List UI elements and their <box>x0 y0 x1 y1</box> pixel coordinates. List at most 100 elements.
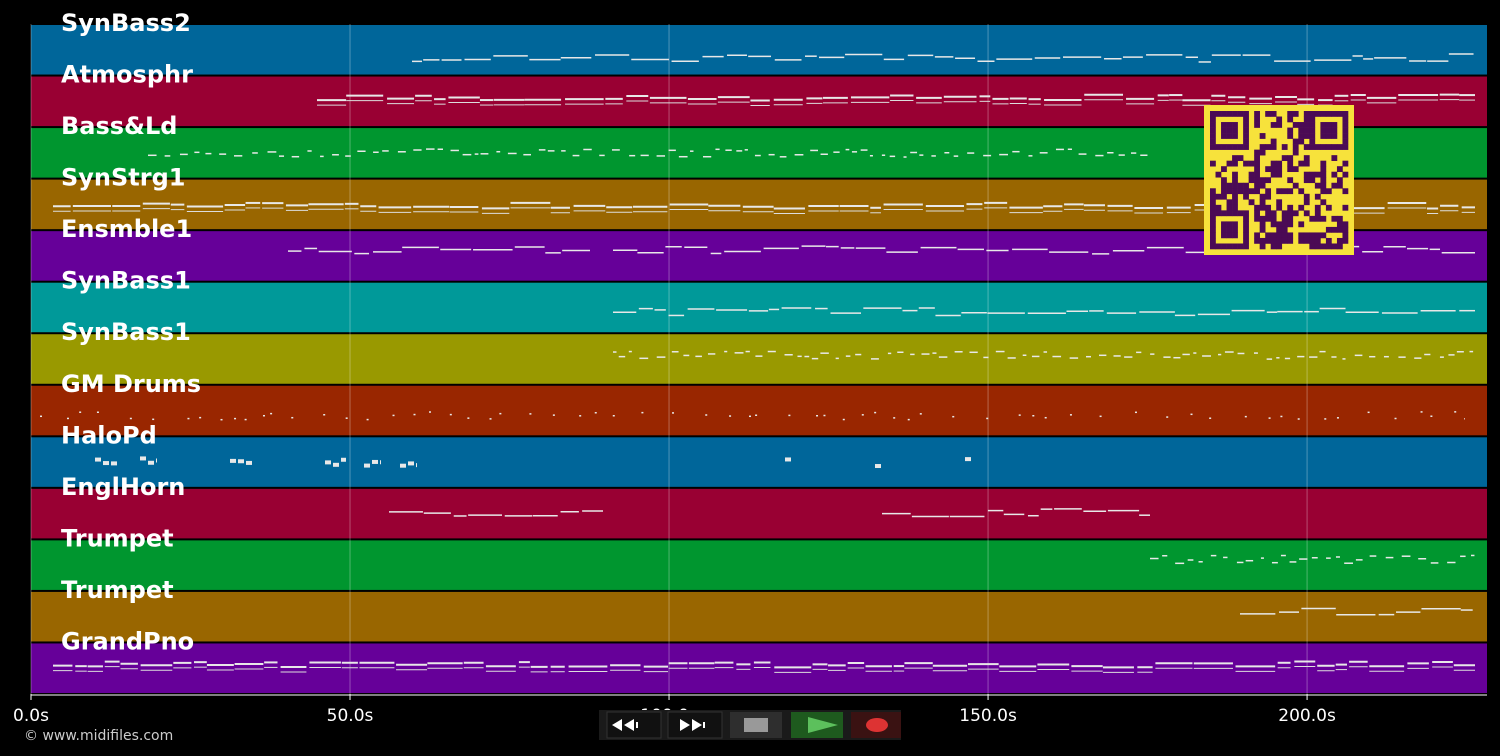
qr-cell <box>1320 243 1327 250</box>
qr-cell <box>1248 160 1255 167</box>
qr-cell <box>1259 204 1266 211</box>
qr-cell <box>1276 226 1283 233</box>
qr-cell <box>1221 111 1227 117</box>
qr-cell <box>1309 127 1316 134</box>
qr-cell <box>1331 215 1338 222</box>
qr-cell <box>1210 199 1216 206</box>
qr-cell <box>1336 221 1343 228</box>
track-lane <box>31 334 1487 384</box>
qr-cell <box>1287 237 1294 244</box>
qr-cell <box>1320 122 1327 128</box>
qr-cell <box>1232 199 1238 206</box>
qr-cell <box>1309 171 1316 178</box>
qr-cell <box>1210 127 1216 134</box>
qr-cell <box>1276 221 1283 228</box>
qr-cell <box>1336 177 1343 184</box>
qr-cell <box>1221 221 1227 228</box>
qr-cell <box>1221 144 1227 150</box>
track-lane <box>31 437 1487 487</box>
play-button[interactable] <box>791 712 843 738</box>
qr-cell <box>1276 171 1283 178</box>
qr-cell <box>1298 122 1305 128</box>
qr-code[interactable] <box>1204 105 1354 255</box>
qr-cell <box>1276 166 1283 173</box>
record-button[interactable] <box>851 712 901 738</box>
qr-cell <box>1292 166 1299 173</box>
qr-cell <box>1232 188 1238 195</box>
fast-forward-button[interactable] <box>667 711 723 739</box>
qr-cell <box>1210 188 1216 195</box>
qr-cell <box>1210 193 1216 200</box>
qr-cell <box>1259 226 1266 233</box>
track-lane <box>31 643 1487 693</box>
qr-cell <box>1248 171 1255 178</box>
qr-cell <box>1232 155 1238 161</box>
qr-cell <box>1303 133 1310 139</box>
qr-cell <box>1325 127 1332 134</box>
qr-cell <box>1259 243 1266 250</box>
qr-cell <box>1276 199 1283 206</box>
qr-cell <box>1320 177 1327 184</box>
qr-cell <box>1210 138 1216 145</box>
qr-cell <box>1298 127 1305 134</box>
qr-cell <box>1237 144 1244 150</box>
qr-cell <box>1270 210 1277 217</box>
qr-cell <box>1254 160 1260 167</box>
stop-button[interactable] <box>730 712 782 738</box>
qr-cell <box>1314 182 1321 189</box>
qr-cell <box>1342 127 1349 134</box>
qr-cell <box>1226 210 1233 217</box>
qr-cell <box>1287 155 1294 161</box>
qr-cell <box>1259 193 1266 200</box>
qr-cell <box>1292 138 1299 145</box>
qr-cell <box>1226 232 1233 239</box>
qr-cell <box>1336 226 1343 233</box>
notes <box>40 53 1475 673</box>
qr-cell <box>1303 111 1310 117</box>
qr-cell <box>1243 144 1249 150</box>
track-lane <box>31 282 1487 333</box>
qr-cell <box>1232 221 1238 228</box>
qr-cell <box>1265 204 1272 211</box>
qr-cell <box>1221 133 1227 139</box>
qr-cell <box>1314 237 1321 244</box>
qr-cell <box>1281 144 1288 150</box>
qr-cell <box>1281 232 1288 239</box>
qr-cell <box>1303 193 1310 200</box>
qr-cell <box>1276 243 1283 250</box>
qr-cell <box>1210 243 1216 250</box>
qr-cell <box>1237 188 1244 195</box>
qr-cell <box>1259 215 1266 222</box>
qr-cell <box>1309 215 1316 222</box>
qr-cell <box>1215 210 1222 217</box>
qr-cell <box>1259 144 1266 150</box>
tick-label: 200.0s <box>1278 706 1336 726</box>
qr-cell <box>1314 144 1321 150</box>
qr-cell <box>1298 138 1305 145</box>
qr-cell <box>1221 177 1227 184</box>
qr-cell <box>1320 144 1327 150</box>
qr-cell <box>1331 144 1338 150</box>
qr-cell <box>1215 193 1222 200</box>
qr-cell <box>1232 226 1238 233</box>
qr-cell <box>1292 111 1299 117</box>
qr-cell <box>1226 199 1233 206</box>
qr-cell <box>1210 221 1216 228</box>
qr-cell <box>1210 232 1216 239</box>
qr-cell <box>1287 210 1294 217</box>
qr-cell <box>1270 171 1277 178</box>
qr-cell <box>1265 210 1272 217</box>
track-lane <box>31 591 1487 642</box>
qr-cell <box>1226 182 1233 189</box>
qr-cell <box>1232 160 1238 167</box>
qr-cell <box>1331 243 1338 250</box>
stop-icon <box>744 718 768 732</box>
qr-cell <box>1287 188 1294 195</box>
track-name: SynBass1 <box>61 267 191 295</box>
rewind-button[interactable] <box>606 711 662 739</box>
qr-cell <box>1320 182 1327 189</box>
track-name: Trumpet <box>61 576 174 604</box>
record-icon <box>866 718 888 732</box>
qr-cell <box>1259 177 1266 184</box>
qr-cell <box>1237 155 1244 161</box>
